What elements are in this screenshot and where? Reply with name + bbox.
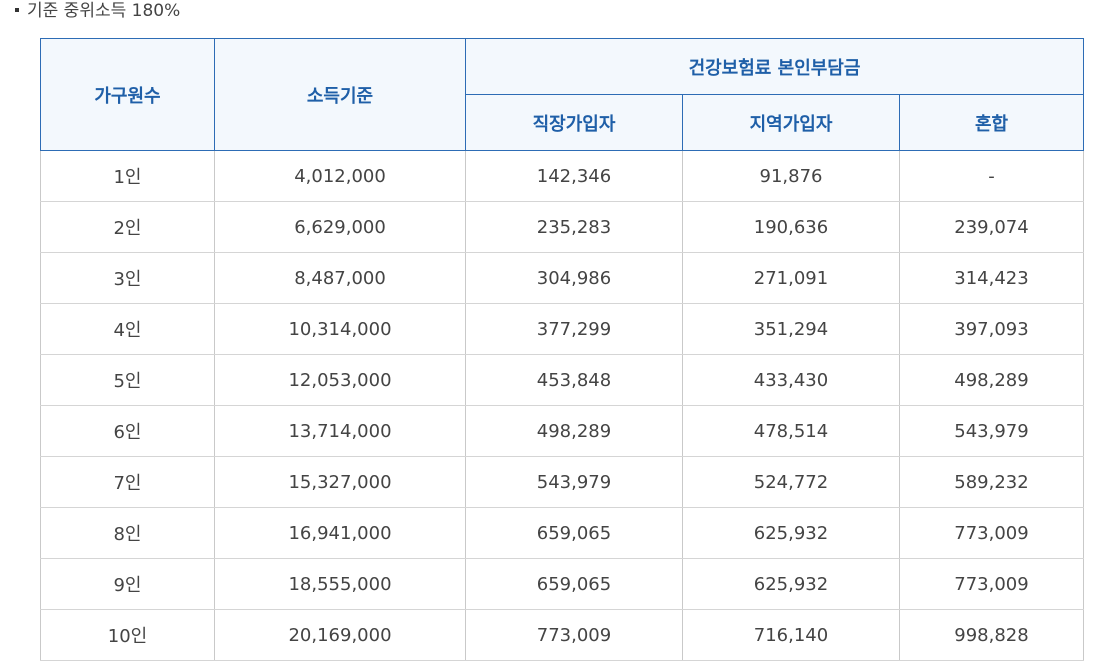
- cell-income: 10,314,000: [214, 303, 466, 355]
- cell-employee: 377,299: [465, 303, 683, 355]
- cell-income: 8,487,000: [214, 252, 466, 304]
- cell-income: 4,012,000: [214, 150, 466, 202]
- cell-regional: 433,430: [682, 354, 900, 406]
- cell-employee: 659,065: [465, 507, 683, 559]
- cell-household: 4인: [40, 303, 215, 355]
- cell-income: 16,941,000: [214, 507, 466, 559]
- cell-household: 1인: [40, 150, 215, 202]
- header-employee: 직장가입자: [465, 94, 683, 151]
- table-row: 2인 6,629,000 235,283 190,636 239,074: [40, 201, 1084, 253]
- table-row: 1인 4,012,000 142,346 91,876-: [40, 150, 1084, 202]
- cell-income: 18,555,000: [214, 558, 466, 610]
- cell-regional: 91,876: [682, 150, 900, 202]
- cell-regional: 190,636: [682, 201, 900, 253]
- table-row: 7인 15,327,000 543,979 524,772 589,232: [40, 456, 1084, 508]
- cell-income: 6,629,000: [214, 201, 466, 253]
- cell-mixed: 773,009: [899, 558, 1084, 610]
- cell-mixed: 543,979: [899, 405, 1084, 457]
- cell-household: 9인: [40, 558, 215, 610]
- cell-mixed: 773,009: [899, 507, 1084, 559]
- cell-household: 7인: [40, 456, 215, 508]
- cell-regional: 625,932: [682, 558, 900, 610]
- cell-regional: 271,091: [682, 252, 900, 304]
- cell-income: 20,169,000: [214, 609, 466, 661]
- cell-household: 2인: [40, 201, 215, 253]
- header-mixed: 혼합: [899, 94, 1084, 151]
- cell-regional: 524,772: [682, 456, 900, 508]
- cell-mixed: 239,074: [899, 201, 1084, 253]
- cell-employee: 498,289: [465, 405, 683, 457]
- cell-employee: 304,986: [465, 252, 683, 304]
- cell-mixed: 314,423: [899, 252, 1084, 304]
- cell-income: 13,714,000: [214, 405, 466, 457]
- cell-mixed: 397,093: [899, 303, 1084, 355]
- caption-text: 기준 중위소득 180%: [27, 1, 181, 21]
- cell-household: 10인: [40, 609, 215, 661]
- table-row: 3인 8,487,000 304,986 271,091 314,423: [40, 252, 1084, 304]
- premium-table: 가구원수 소득기준 건강보험료 본인부담금 직장가입자 지역가입자 혼합 1인 4…: [40, 38, 1084, 661]
- cell-employee: 773,009: [465, 609, 683, 661]
- cell-regional: 716,140: [682, 609, 900, 661]
- table-header: 가구원수 소득기준 건강보험료 본인부담금 직장가입자 지역가입자 혼합: [40, 38, 1084, 151]
- cell-mixed: 998,828: [899, 609, 1084, 661]
- table-row: 8인 16,941,000 659,065 625,932 773,009: [40, 507, 1084, 559]
- cell-household: 3인: [40, 252, 215, 304]
- cell-mixed: 589,232: [899, 456, 1084, 508]
- cell-mixed: -: [899, 150, 1084, 202]
- cell-regional: 478,514: [682, 405, 900, 457]
- header-income: 소득기준: [214, 38, 466, 151]
- header-premium-group: 건강보험료 본인부담금: [465, 38, 1084, 95]
- header-regional: 지역가입자: [682, 94, 900, 151]
- header-household: 가구원수: [40, 38, 215, 151]
- table-row: 5인 12,053,000 453,848 433,430 498,289: [40, 354, 1084, 406]
- header-row-top: 가구원수 소득기준 건강보험료 본인부담금: [40, 38, 1084, 151]
- cell-mixed: 498,289: [899, 354, 1084, 406]
- table-row: 6인 13,714,000 498,289 478,514 543,979: [40, 405, 1084, 457]
- cell-household: 5인: [40, 354, 215, 406]
- cell-employee: 659,065: [465, 558, 683, 610]
- header-row-sub: 직장가입자 지역가입자 혼합: [41, 94, 1084, 151]
- table-row: 9인 18,555,000 659,065 625,932 773,009: [40, 558, 1084, 610]
- bullet-icon: [15, 7, 19, 12]
- table-row: 10인 20,169,000 773,009 716,140 998,828: [40, 609, 1084, 661]
- cell-regional: 625,932: [682, 507, 900, 559]
- cell-employee: 543,979: [465, 456, 683, 508]
- table-body: 1인 4,012,000 142,346 91,876-2인 6,629,000 235,…: [40, 150, 1084, 661]
- cell-regional: 351,294: [682, 303, 900, 355]
- table-row: 4인 10,314,000 377,299 351,294 397,093: [40, 303, 1084, 355]
- cell-household: 6인: [40, 405, 215, 457]
- cell-income: 15,327,000: [214, 456, 466, 508]
- cell-employee: 142,346: [465, 150, 683, 202]
- cell-household: 8인: [40, 507, 215, 559]
- cell-employee: 235,283: [465, 201, 683, 253]
- table-caption: 기준 중위소득 180%: [12, 0, 180, 24]
- cell-income: 12,053,000: [214, 354, 466, 406]
- cell-employee: 453,848: [465, 354, 683, 406]
